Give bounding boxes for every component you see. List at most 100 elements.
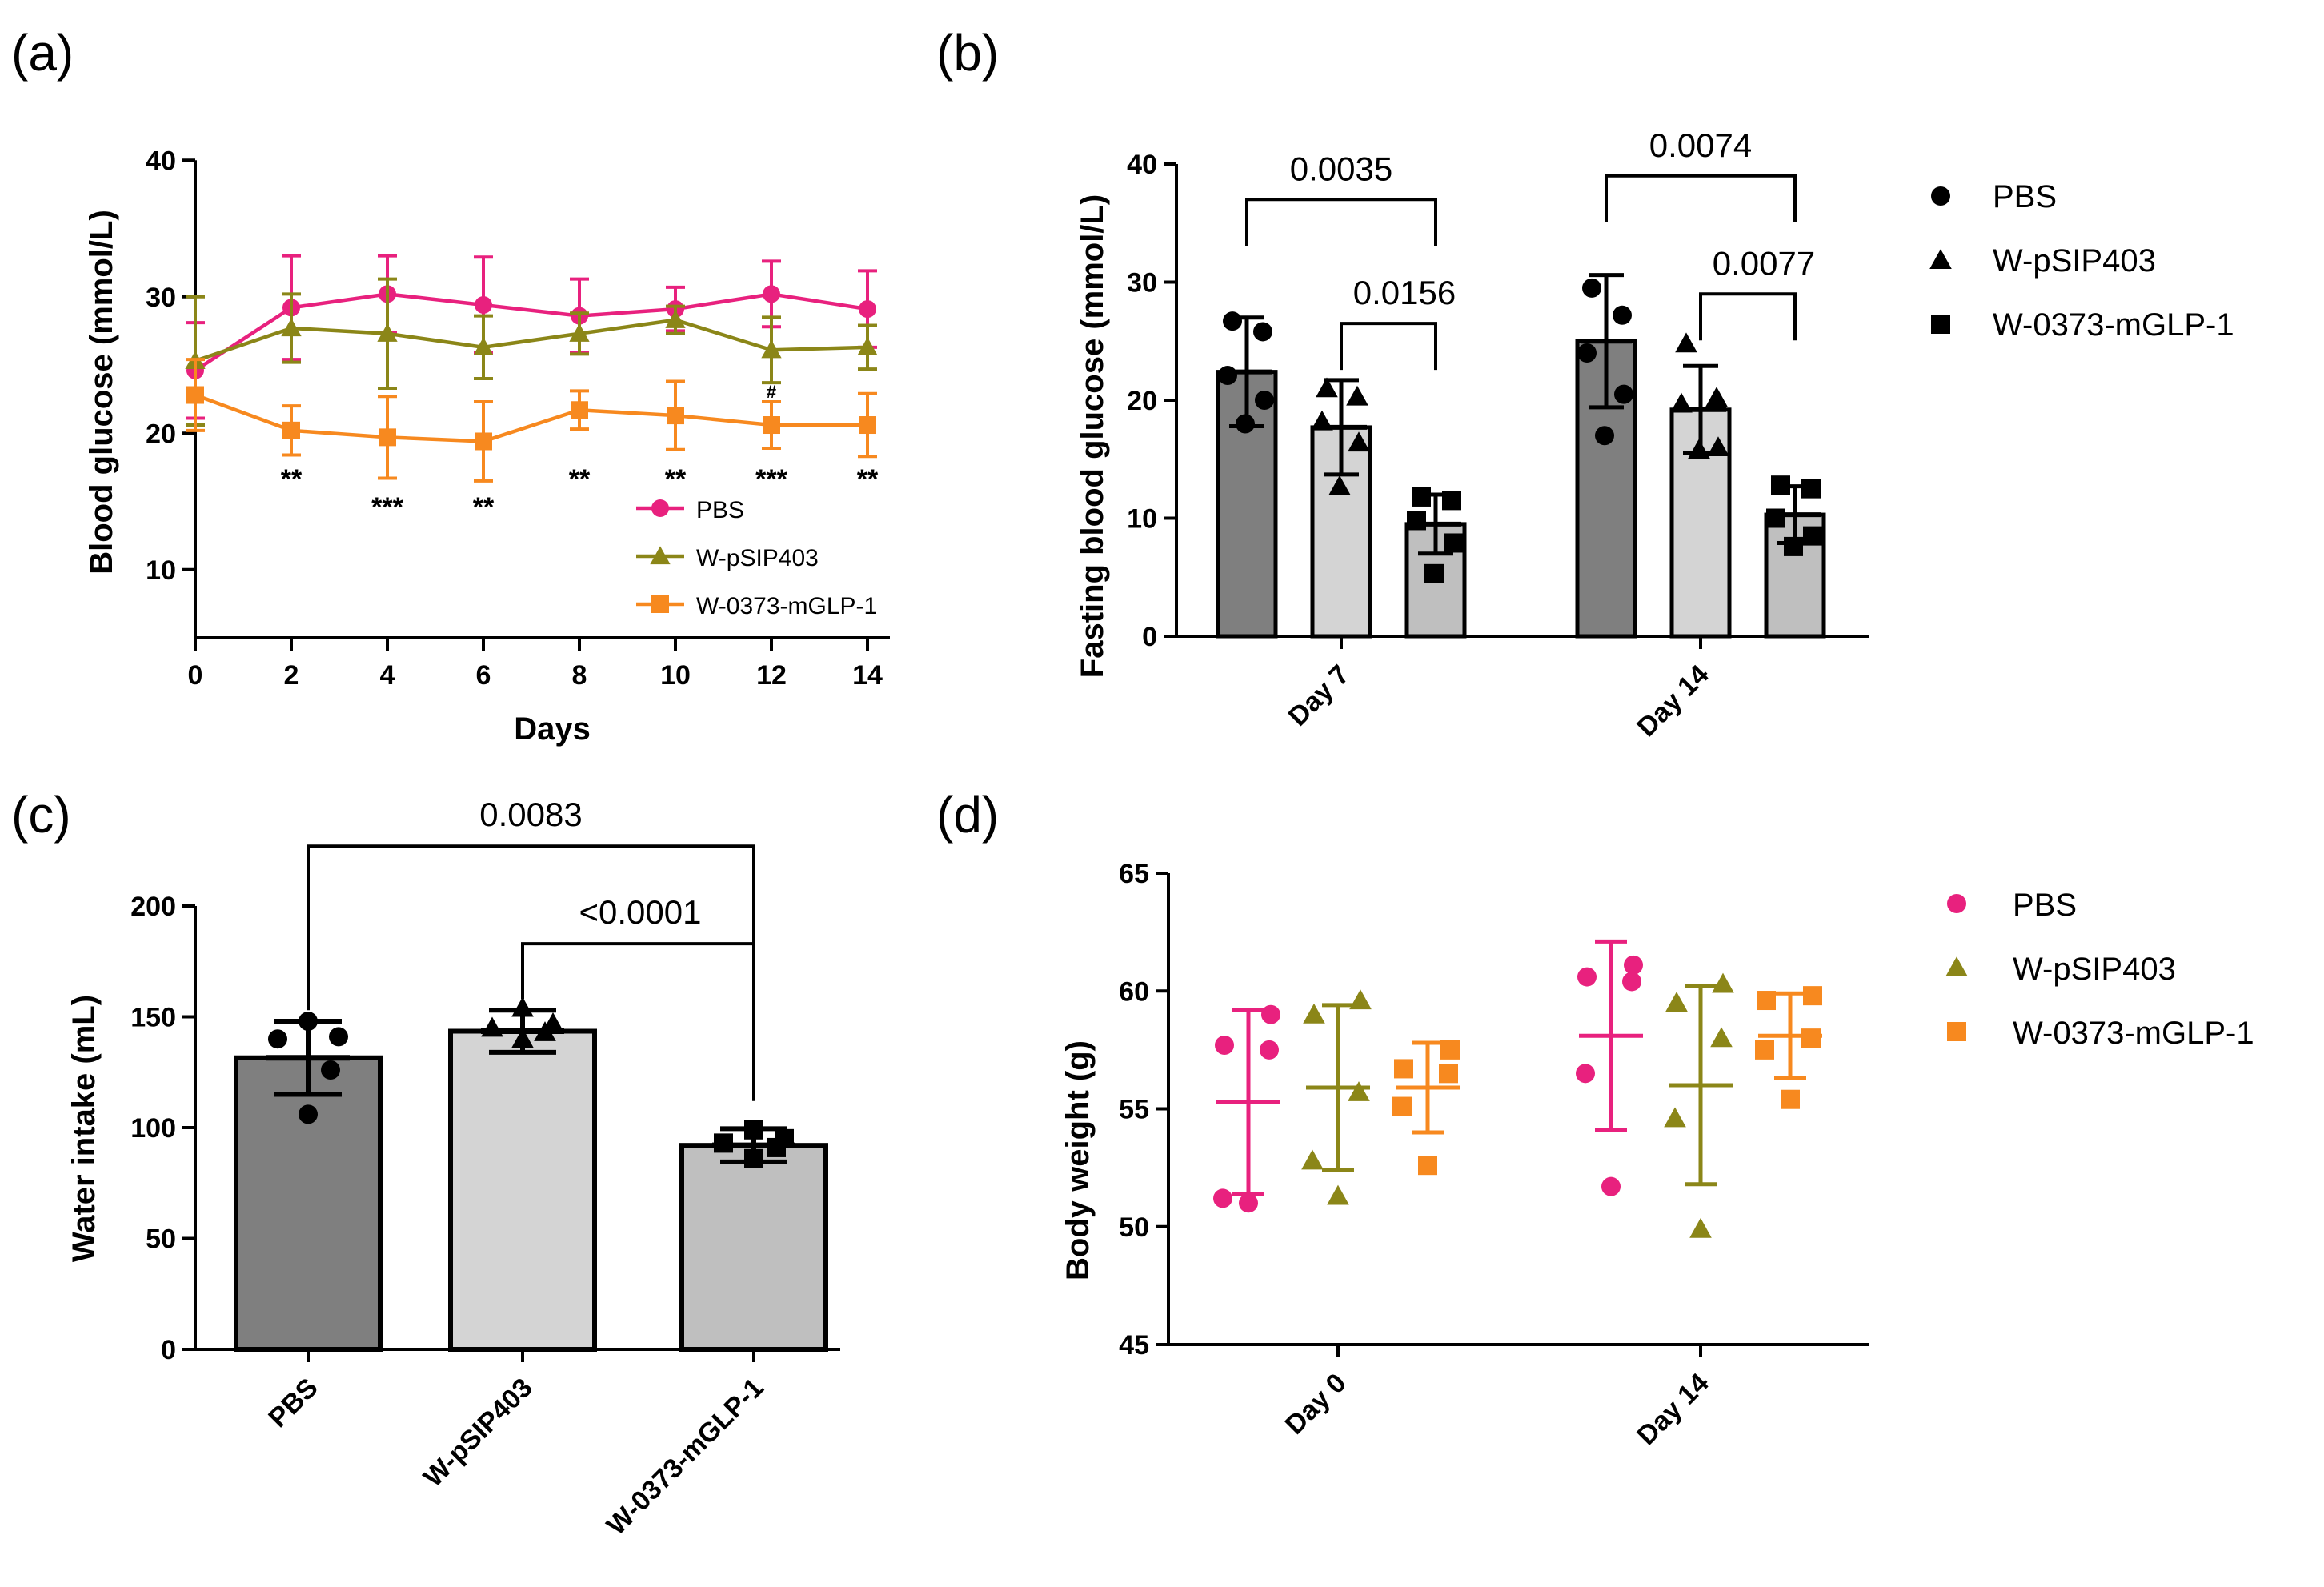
panel-b-point-2-1-2 xyxy=(1766,508,1785,528)
panel-b-ylabel: Fasting blood glucose (mmol/L) xyxy=(1075,194,1110,678)
panel-c-x-tick-label-2: W-0373-mGLP-1 xyxy=(601,1373,770,1541)
panel-d-point-1-0-1 xyxy=(1303,1003,1325,1024)
panel-b-legend-label-2: W-0373-mGLP-1 xyxy=(1993,307,2234,343)
panel-b-point-1-0-0 xyxy=(1316,377,1338,398)
panel-b-legend-marker-2 xyxy=(1931,315,1950,334)
panel-c-comparison-label-0: 0.0083 xyxy=(479,796,582,833)
panel-c-chart: 0 50 100 150 200 PBS W-pSIP403 W-0373-mGLP-1 0.0… xyxy=(130,796,840,1541)
panel-c-bar-0 xyxy=(234,1055,383,1352)
panel-b-x-tick-label-0: Day 7 xyxy=(1283,659,1356,732)
panel-b-y-tick-label-0: 0 xyxy=(1142,622,1157,652)
panel-b-comparison-label-2: 0.0074 xyxy=(1649,126,1752,164)
panel-d-legend-marker-1 xyxy=(1945,956,1968,977)
panel-b-legend-marker-1 xyxy=(1929,249,1952,270)
panel-a-series-1-line xyxy=(194,318,868,363)
panel-a-y-tick-label-2: 30 xyxy=(146,283,176,313)
panel-a-series-1-point-5 xyxy=(665,310,686,328)
panel-b-y-tick-label-2: 20 xyxy=(1127,386,1157,416)
panel-b-point-0-1-1 xyxy=(1613,305,1632,325)
panel-a-x-tick-label-6: 12 xyxy=(756,660,787,691)
panel-d-point-1-1-1 xyxy=(1665,992,1688,1012)
panel-a-annotation-6: ** xyxy=(857,464,879,495)
panel-a-series-0-point-7 xyxy=(859,300,876,319)
panel-c-y-tick-label-4: 200 xyxy=(130,892,176,922)
panel-a-legend-label-1: W-pSIP403 xyxy=(696,545,819,571)
panel-d-point-0-0-0 xyxy=(1261,1004,1280,1024)
panel-b-comparison-bracket-2 xyxy=(1605,174,1797,222)
panel-d-point-0-0-1 xyxy=(1215,1035,1234,1055)
panel-d-point-0-1-3 xyxy=(1576,1064,1595,1084)
panel-a-series-0-line xyxy=(194,292,868,372)
panel-a-x-tick-label-2: 4 xyxy=(380,660,395,691)
panel-b-point-1-1-0 xyxy=(1675,332,1697,353)
panel-a-x-tick-label-3: 6 xyxy=(476,660,491,691)
panel-a-ylabel: Blood glucose (mmol/L) xyxy=(84,210,119,575)
panel-a-legend-marker-0 xyxy=(651,499,669,517)
panel-a-annotation-3: ** xyxy=(569,464,591,495)
panel-a-series-2-point-6 xyxy=(763,416,780,435)
panel-b-legend-label-1: W-pSIP403 xyxy=(1993,243,2156,279)
panel-c-letter: (c) xyxy=(11,786,71,844)
panel-a-legend-label-0: PBS xyxy=(696,497,744,523)
panel-d-point-1-1-3 xyxy=(1664,1107,1686,1128)
panel-a-legend-marker-1 xyxy=(650,546,671,565)
panel-c-comparison-bracket-0 xyxy=(307,844,755,1011)
panel-d-point-2-1-2 xyxy=(1801,1028,1821,1048)
panel-a-annotation-0: ** xyxy=(281,464,303,495)
panel-a-y-tick-label-1: 20 xyxy=(146,419,176,449)
panel-b-point-2-0-0 xyxy=(1412,487,1431,507)
panel-a-series-1-point-3 xyxy=(473,337,494,355)
panel-c-point-0-4 xyxy=(299,1104,318,1124)
panel-b-point-0-1-3 xyxy=(1614,384,1633,404)
panel-b-y-tick-label-3: 30 xyxy=(1127,268,1157,299)
panel-a-annotation-1: *** xyxy=(371,492,403,523)
panel-b-letter: (b) xyxy=(936,24,999,82)
panel-d-point-2-0-4 xyxy=(1418,1156,1437,1176)
panel-d-legend-label-2: W-0373-mGLP-1 xyxy=(2013,1016,2254,1051)
panel-c-bar-1 xyxy=(448,1028,597,1352)
panel-d-point-2-0-2 xyxy=(1439,1064,1458,1084)
panel-a-annotation-7: # xyxy=(767,382,776,402)
panel-a-annotation-2: ** xyxy=(473,492,495,523)
panel-d-point-1-1-2 xyxy=(1710,1027,1733,1048)
panel-b-chart: 0 10 20 30 40 Day 7 Day 14 0.0035 0.0156 0.0074 0.… xyxy=(1127,126,2234,743)
panel-c-x-tick-label-1: W-pSIP403 xyxy=(418,1373,539,1493)
panel-c-bar-2 xyxy=(679,1143,828,1353)
panel-a-y-tick-label-3: 40 xyxy=(146,146,176,176)
panel-b-point-1-0-4 xyxy=(1328,475,1351,495)
panel-c-y-tick-label-2: 100 xyxy=(130,1113,176,1144)
panel-d-y-tick-label-4: 65 xyxy=(1119,859,1149,889)
panel-d-point-0-0-4 xyxy=(1239,1193,1258,1213)
panel-b-y-tick-label-1: 10 xyxy=(1127,504,1157,535)
panel-a-series-2-point-4 xyxy=(571,401,588,419)
panel-d-x-tick-label-1: Day 14 xyxy=(1631,1368,1714,1451)
panel-d-point-1-0-4 xyxy=(1327,1184,1349,1205)
panel-a-series-2-point-1 xyxy=(282,421,300,439)
panel-d-point-0-0-2 xyxy=(1260,1040,1279,1060)
panel-a-letter: (a) xyxy=(11,24,74,82)
panel-b-comparison-bracket-0 xyxy=(1245,198,1437,246)
panel-a-legend-marker-2 xyxy=(651,595,669,613)
panel-d-point-1-0-0 xyxy=(1349,989,1372,1010)
panel-a-series-1-point-4 xyxy=(569,323,590,342)
panel-d-chart: 45 50 55 60 65 Day 0 Day 14 PBS W-pSIP403 W-0373-… xyxy=(1119,859,2254,1451)
panel-a-series-2-line xyxy=(194,393,867,443)
panel-d-point-1-0-2 xyxy=(1348,1081,1370,1101)
panel-a-series-1-point-7 xyxy=(857,337,878,355)
panel-d-legend-label-0: PBS xyxy=(2013,888,2077,923)
panel-d-point-2-1-3 xyxy=(1755,1040,1774,1060)
panel-d-point-1-1-4 xyxy=(1689,1217,1712,1238)
panel-b-point-0-1-0 xyxy=(1582,278,1601,298)
panel-a-series-2-point-7 xyxy=(859,416,876,435)
panel-d-point-2-1-4 xyxy=(1781,1089,1800,1109)
panel-c-comparison-label-1: <0.0001 xyxy=(579,893,702,931)
panel-d-y-tick-label-0: 45 xyxy=(1119,1330,1149,1361)
panel-a-series-1-point-6 xyxy=(761,339,782,359)
panel-d-x-tick-label-0: Day 0 xyxy=(1280,1368,1352,1441)
panel-a-annotation-5: *** xyxy=(755,464,787,495)
panel-a-series-2-point-5 xyxy=(667,407,684,425)
panel-a-series-2-point-2 xyxy=(379,428,396,447)
panel-a-x-tick-label-7: 14 xyxy=(852,660,883,691)
panel-c-y-tick-label-0: 0 xyxy=(161,1335,176,1365)
